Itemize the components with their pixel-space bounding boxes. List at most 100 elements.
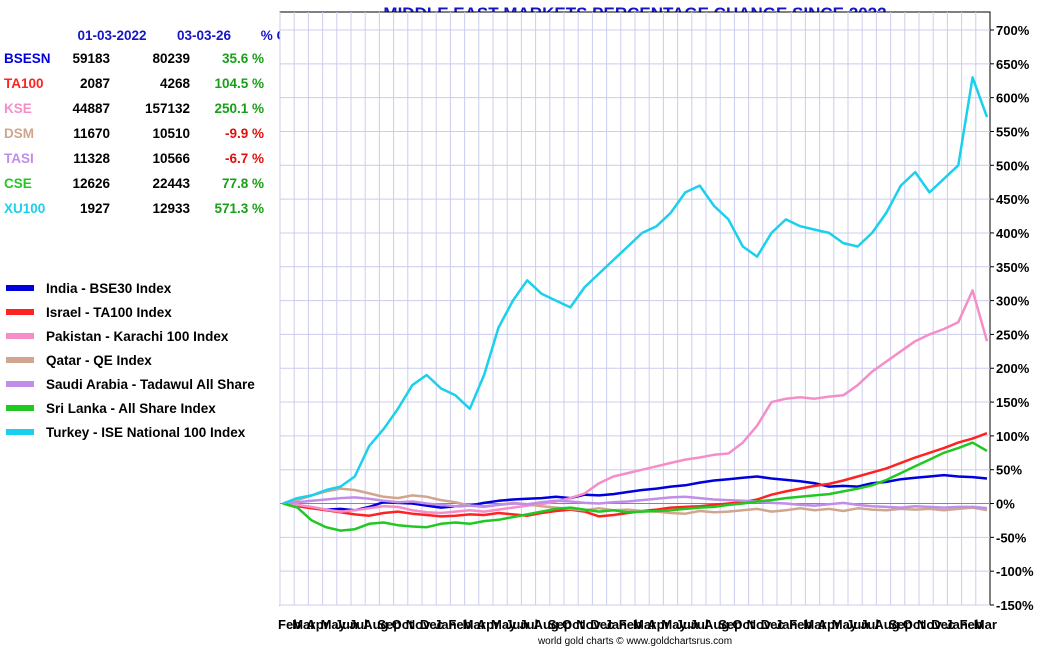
x-tick-label: Jan bbox=[605, 617, 627, 632]
y-tick-label: 50% bbox=[996, 463, 1022, 478]
summary-pct-change: 104.5 % bbox=[214, 76, 264, 91]
x-tick-label: Dec bbox=[590, 617, 614, 632]
y-tick-label: 250% bbox=[996, 327, 1030, 342]
x-tick-label: Nov bbox=[576, 617, 601, 632]
legend-label: Qatar - QE Index bbox=[46, 352, 152, 368]
y-tick-label: 550% bbox=[996, 124, 1030, 139]
legend-label: Israel - TA100 Index bbox=[46, 304, 172, 320]
y-tick-label: 500% bbox=[996, 158, 1030, 173]
legend-label: Pakistan - Karachi 100 Index bbox=[46, 328, 229, 344]
summary-pct-change: 571.3 % bbox=[214, 201, 264, 216]
source-credit: world gold charts © www.goldchartsrus.co… bbox=[537, 636, 733, 647]
x-tick-label: Sep bbox=[889, 617, 913, 632]
x-tick-label: Feb bbox=[619, 617, 642, 632]
y-tick-label: 300% bbox=[996, 294, 1030, 309]
x-tick-label: Jun bbox=[846, 617, 869, 632]
y-tick-label: 150% bbox=[996, 395, 1030, 410]
summary-symbol: DSM bbox=[4, 126, 34, 141]
x-tick-label: Mar bbox=[803, 617, 826, 632]
x-tick-label: May bbox=[491, 617, 517, 632]
legend-label: Saudi Arabia - Tadawul All Share bbox=[46, 376, 255, 392]
legend-swatch bbox=[6, 405, 34, 411]
y-tick-label: -150% bbox=[996, 598, 1034, 613]
x-tick-label: Mar bbox=[974, 617, 997, 632]
summary-pct-change: 77.8 % bbox=[221, 176, 264, 191]
summary-row: KSE 44887 157132 250.1 % bbox=[4, 96, 326, 121]
y-tick-label: -100% bbox=[996, 564, 1034, 579]
series-line bbox=[282, 495, 988, 510]
x-tick-label: Mar bbox=[292, 617, 315, 632]
x-tick-label: Aug bbox=[534, 617, 559, 632]
x-tick-label: Feb bbox=[278, 617, 301, 632]
x-tick-label: May bbox=[832, 617, 858, 632]
summary-symbol: TA100 bbox=[4, 76, 44, 91]
x-tick-label: Jan bbox=[945, 617, 967, 632]
x-tick-label: Jun bbox=[505, 617, 528, 632]
legend-item: Pakistan - Karachi 100 Index bbox=[6, 324, 255, 348]
x-tick-label: Aug bbox=[874, 617, 899, 632]
summary-start-value: 44887 bbox=[72, 101, 110, 116]
y-tick-label: 200% bbox=[996, 361, 1030, 376]
x-tick-label: Jan bbox=[775, 617, 797, 632]
summary-row: DSM 11670 10510 -9.9 % bbox=[4, 121, 326, 146]
summary-pct-change: -9.9 % bbox=[224, 126, 264, 141]
summary-symbol: CSE bbox=[4, 176, 32, 191]
summary-end-value: 4268 bbox=[159, 76, 190, 91]
x-tick-label: Oct bbox=[732, 617, 754, 632]
header-end-date: 03-03-26 bbox=[176, 27, 232, 43]
x-tick-label: Oct bbox=[903, 617, 925, 632]
x-tick-label: Apr bbox=[818, 617, 840, 632]
series-line bbox=[282, 487, 988, 515]
x-tick-label: Oct bbox=[562, 617, 584, 632]
legend-label: India - BSE30 Index bbox=[46, 280, 172, 296]
x-tick-label: Nov bbox=[747, 617, 772, 632]
x-tick-label: Mar bbox=[463, 617, 486, 632]
summary-symbol: BSESN bbox=[4, 51, 51, 66]
legend-item: Saudi Arabia - Tadawul All Share bbox=[6, 372, 255, 396]
summary-end-value: 10566 bbox=[152, 151, 190, 166]
summary-pct-change: -6.7 % bbox=[224, 151, 264, 166]
summary-start-value: 59183 bbox=[72, 51, 110, 66]
legend-swatch bbox=[6, 333, 34, 339]
x-tick-label: Dec bbox=[931, 617, 955, 632]
summary-row: TA100 2087 4268 104.5 % bbox=[4, 71, 326, 96]
summary-start-value: 12626 bbox=[72, 176, 110, 191]
x-tick-label: Oct bbox=[392, 617, 414, 632]
summary-end-value: 80239 bbox=[152, 51, 190, 66]
legend-swatch bbox=[6, 381, 34, 387]
x-tick-label: Apr bbox=[306, 617, 328, 632]
legend-item: Turkey - ISE National 100 Index bbox=[6, 420, 255, 444]
x-tick-label: Sep bbox=[718, 617, 742, 632]
x-tick-label: Aug bbox=[363, 617, 388, 632]
legend-item: Sri Lanka - All Share Index bbox=[6, 396, 255, 420]
legend-label: Sri Lanka - All Share Index bbox=[46, 400, 216, 416]
legend: India - BSE30 Index Israel - TA100 Index P… bbox=[6, 276, 255, 444]
y-tick-label: 0% bbox=[996, 497, 1015, 512]
legend-swatch bbox=[6, 309, 34, 315]
x-tick-label: Nov bbox=[406, 617, 431, 632]
legend-item: Israel - TA100 Index bbox=[6, 300, 255, 324]
summary-row: CSE 12626 22443 77.8 % bbox=[4, 171, 326, 196]
x-tick-label: Aug bbox=[704, 617, 729, 632]
x-tick-label: May bbox=[321, 617, 347, 632]
x-tick-label: May bbox=[661, 617, 687, 632]
summary-symbol: TASI bbox=[4, 151, 34, 166]
x-tick-label: Jul bbox=[690, 617, 709, 632]
summary-row: TASI 11328 10566 -6.7 % bbox=[4, 146, 326, 171]
summary-pct-change: 35.6 % bbox=[221, 51, 264, 66]
series-line bbox=[282, 289, 989, 515]
legend-swatch bbox=[6, 357, 34, 363]
x-tick-label: Jan bbox=[434, 617, 456, 632]
y-tick-label: 650% bbox=[996, 57, 1030, 72]
summary-pct-change: 250.1 % bbox=[214, 101, 264, 116]
y-tick-label: 700% bbox=[996, 23, 1030, 38]
series-line bbox=[282, 76, 989, 505]
y-tick-label: 400% bbox=[996, 226, 1030, 241]
x-tick-label: Dec bbox=[420, 617, 444, 632]
summary-end-value: 10510 bbox=[152, 126, 190, 141]
summary-end-value: 12933 bbox=[152, 201, 190, 216]
summary-start-value: 11328 bbox=[73, 151, 110, 166]
x-tick-label: Jun bbox=[335, 617, 358, 632]
y-tick-label: 350% bbox=[996, 260, 1030, 275]
x-tick-label: Feb bbox=[789, 617, 812, 632]
